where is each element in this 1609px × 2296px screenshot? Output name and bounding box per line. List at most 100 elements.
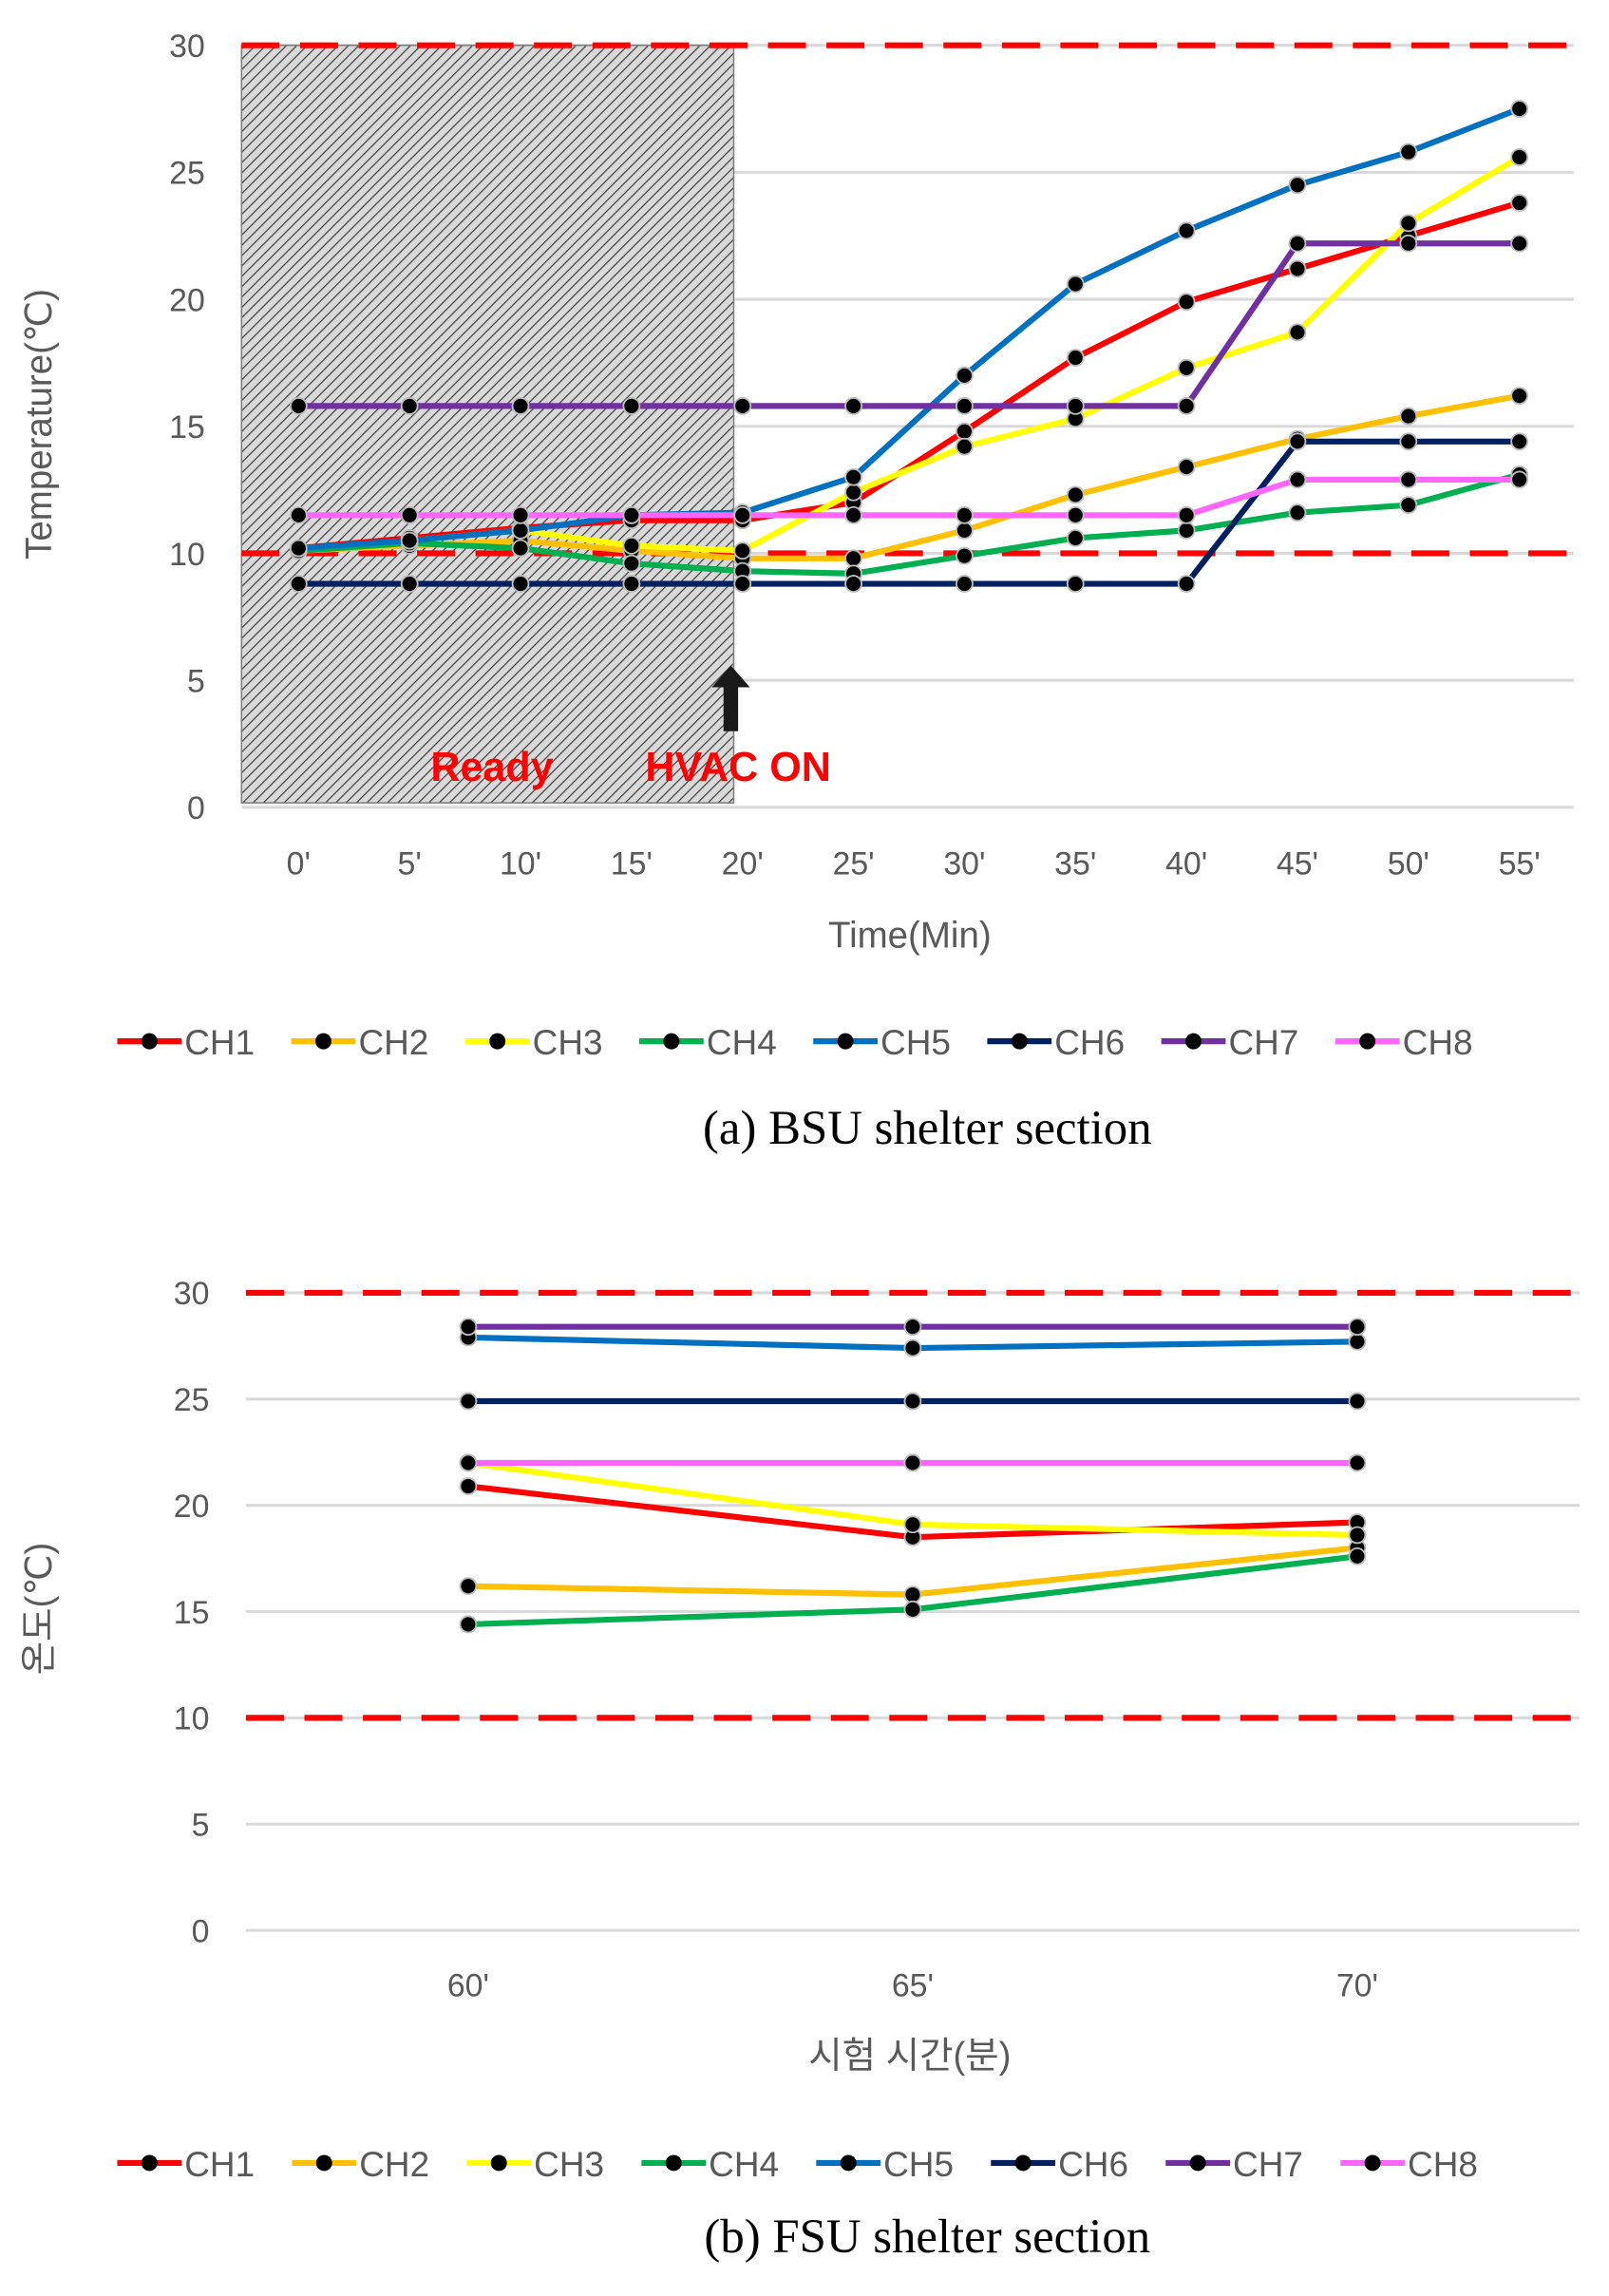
data-point-ch5 — [1288, 176, 1307, 195]
y-tick-label: 25 — [169, 156, 205, 192]
data-point-ch2 — [459, 1577, 478, 1596]
series-line-ch6 — [298, 438, 1520, 587]
x-tick-label: 65' — [892, 1967, 934, 2003]
legend-label: CH2 — [359, 2145, 429, 2184]
data-point-ch5 — [1177, 221, 1196, 240]
data-point-ch6 — [1348, 1392, 1367, 1411]
legend-label: CH7 — [1233, 2145, 1303, 2184]
legend-marker — [1011, 1033, 1028, 1050]
x-tick-label: 10' — [500, 846, 541, 882]
x-tick-label: 0' — [287, 846, 311, 882]
data-point-ch1 — [1510, 194, 1529, 212]
data-point-ch7 — [1348, 1318, 1367, 1337]
data-point-ch4 — [622, 554, 641, 573]
legend-marker — [1359, 1033, 1376, 1050]
data-point-ch5 — [956, 366, 974, 385]
series-line-ch5 — [298, 105, 1521, 552]
data-point-ch5 — [1510, 100, 1529, 118]
x-tick-label: 45' — [1277, 846, 1318, 882]
data-point-ch4 — [1399, 496, 1418, 515]
data-point-ch3 — [956, 437, 974, 456]
data-point-ch7 — [844, 396, 862, 415]
data-point-ch8 — [511, 505, 530, 524]
data-point-ch2 — [1177, 458, 1196, 476]
y-tick-label: 0 — [192, 1913, 210, 1949]
data-point-ch6 — [289, 575, 308, 593]
y-tick-label: 30 — [169, 28, 205, 65]
legend-item-ch6: CH6 — [991, 2145, 1128, 2184]
data-point-ch8 — [459, 1453, 478, 1472]
data-point-ch5 — [289, 539, 308, 558]
legend-item-ch8: CH8 — [1335, 1023, 1473, 1062]
y-axis-label: 온도(℃) — [19, 1543, 60, 1676]
data-point-ch4 — [511, 539, 530, 558]
legend-marker — [141, 1033, 158, 1050]
ready-shaded-region — [240, 44, 735, 804]
y-tick-label: 5 — [192, 1808, 210, 1844]
legend-marker — [665, 2154, 682, 2172]
data-point-ch7 — [1399, 234, 1418, 253]
legend-marker — [315, 1033, 331, 1050]
legend-label: CH8 — [1408, 2145, 1478, 2184]
data-point-ch3 — [622, 537, 641, 555]
data-point-ch8 — [733, 505, 752, 524]
data-point-ch6 — [400, 575, 419, 593]
y-tick-label: 20 — [174, 1489, 210, 1525]
data-point-ch2 — [1510, 387, 1529, 406]
legend-label: CH2 — [358, 1023, 428, 1062]
data-point-ch8 — [1177, 505, 1196, 524]
data-point-ch6 — [956, 575, 974, 593]
data-point-ch3 — [1348, 1526, 1367, 1545]
y-axis-label: Temperature(℃) — [19, 289, 60, 560]
data-point-ch3 — [1177, 358, 1196, 377]
data-point-ch4 — [1066, 529, 1085, 547]
x-tick-label: 20' — [722, 846, 764, 882]
data-point-ch6 — [622, 575, 641, 593]
data-point-ch6 — [1510, 432, 1529, 451]
data-point-ch1 — [459, 1477, 478, 1495]
legend-marker — [315, 2154, 332, 2172]
legend-item-ch7: CH7 — [1165, 2145, 1303, 2184]
data-point-ch2 — [1066, 485, 1085, 504]
series-line-ch7 — [298, 240, 1520, 409]
data-point-ch8 — [1066, 505, 1085, 524]
data-point-ch4 — [903, 1600, 922, 1619]
data-point-ch3 — [844, 483, 862, 502]
data-point-ch8 — [289, 505, 308, 524]
y-tick-label: 0 — [187, 790, 205, 826]
legend-marker — [840, 2154, 857, 2172]
data-point-ch7 — [511, 396, 530, 415]
data-point-ch7 — [459, 1318, 478, 1337]
data-point-ch3 — [1288, 323, 1307, 342]
legend-label: CH3 — [533, 1023, 603, 1062]
legend-label: CH4 — [707, 1023, 777, 1062]
data-point-ch7 — [1066, 396, 1085, 415]
series-line-ch8 — [298, 476, 1520, 519]
hvac-on-label: HVAC ON — [645, 745, 831, 790]
ready-label: Ready — [430, 745, 553, 790]
data-point-ch2 — [903, 1585, 922, 1604]
data-point-ch6 — [1177, 575, 1196, 593]
data-point-ch3 — [1399, 214, 1418, 233]
legend-item-ch4: CH4 — [641, 2145, 779, 2184]
data-point-ch7 — [733, 396, 752, 415]
data-point-ch3 — [733, 541, 752, 560]
legend-label: CH8 — [1403, 1023, 1473, 1062]
legend-item-ch5: CH5 — [816, 2145, 954, 2184]
y-tick-label: 10 — [174, 1701, 210, 1737]
x-tick-label: 40' — [1165, 846, 1207, 882]
data-point-ch6 — [903, 1392, 922, 1411]
legend-marker — [1185, 1033, 1202, 1050]
series-line-ch4 — [298, 471, 1521, 577]
legend-label: CH1 — [184, 2145, 255, 2184]
data-point-ch8 — [400, 505, 419, 524]
legend-marker — [1189, 2154, 1206, 2172]
data-point-ch6 — [844, 575, 862, 593]
legend-item-ch7: CH7 — [1161, 1023, 1298, 1062]
y-tick-label: 30 — [174, 1276, 210, 1312]
x-tick-label: 15' — [611, 846, 653, 882]
data-point-ch8 — [622, 505, 641, 524]
x-axis-label: Time(Min) — [828, 916, 992, 957]
data-point-ch1 — [1288, 259, 1307, 278]
